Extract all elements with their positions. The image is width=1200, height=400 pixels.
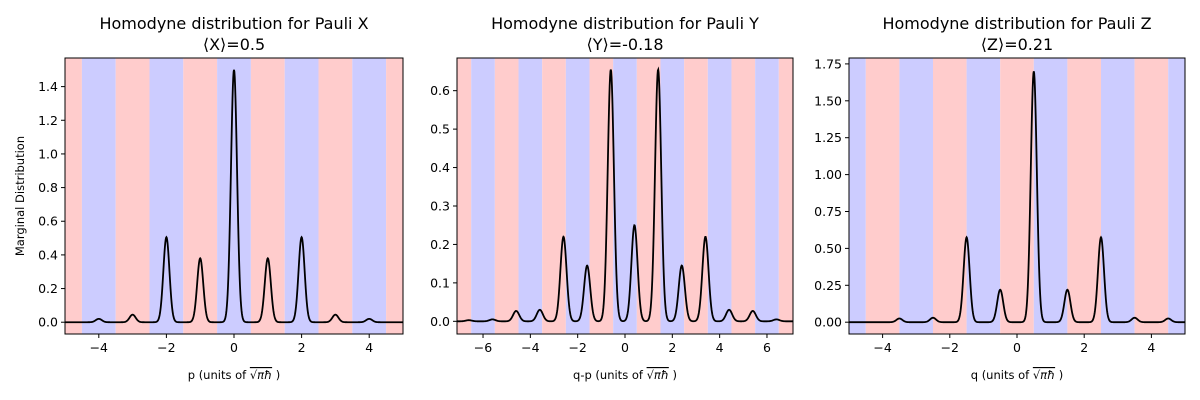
band-blue	[1101, 58, 1135, 334]
y-tick-label: 1.0	[38, 146, 58, 161]
chart-subtitle: ⟨Z⟩=0.21	[981, 35, 1053, 54]
x-axis-label: q (units of √πħ )	[971, 368, 1064, 382]
x-tick-label: −4	[90, 340, 108, 355]
band-blue	[1033, 58, 1068, 334]
band-red	[250, 58, 285, 334]
band-blue	[966, 58, 1001, 334]
plot-area	[849, 58, 1185, 334]
y-tick-label: 0.2	[430, 237, 450, 252]
band-red	[457, 58, 472, 334]
y-tick-label: 1.4	[38, 79, 58, 94]
y-tick-label: 1.2	[38, 113, 58, 128]
band-blue	[707, 58, 732, 334]
band-blue	[217, 58, 251, 334]
band-red	[183, 58, 218, 334]
plot-area	[457, 58, 793, 334]
y-tick-label: 0.2	[38, 281, 58, 296]
band-red	[386, 58, 403, 334]
band-blue	[352, 58, 387, 334]
band-red	[1067, 58, 1101, 334]
band-red	[1000, 58, 1034, 334]
subplot-pauli-y: −6 −4 −2 0 2 4 6 0.0 0.1 0.2 0.3 0.4 0.5 0.6 Homodyne …	[430, 14, 794, 382]
y-tick-label: 1.00	[814, 167, 842, 182]
y-tick-label: 0.3	[430, 198, 450, 213]
band-red	[542, 58, 566, 334]
band-red	[494, 58, 519, 334]
chart-title: Homodyne distribution for Pauli Y	[491, 14, 759, 33]
band-red	[731, 58, 756, 334]
y-tick-label: 0.6	[38, 214, 58, 229]
y-tick-label: 0.00	[814, 315, 842, 330]
x-tick-label: 4	[716, 340, 724, 355]
chart-subtitle: ⟨Y⟩=-0.18	[586, 35, 663, 54]
y-tick-label: 1.50	[814, 93, 842, 108]
y-tick-label: 0.4	[38, 247, 58, 262]
y-tick-label: 0.0	[38, 315, 58, 330]
y-tick-label: 0.4	[430, 160, 450, 175]
x-tick-label: −2	[941, 340, 959, 355]
distribution-curve	[457, 66, 793, 323]
x-tick-label: −2	[568, 340, 586, 355]
chart-subtitle: ⟨X⟩=0.5	[203, 35, 265, 54]
band-red	[65, 58, 82, 334]
y-tick-label: 0.6	[430, 83, 450, 98]
band-blue	[518, 58, 543, 334]
x-tick-label: 2	[298, 340, 306, 355]
y-tick-label: 1.75	[814, 56, 842, 71]
y-tick-label: 1.25	[814, 130, 842, 145]
band-red	[589, 58, 614, 334]
x-tick-label: 0	[621, 340, 629, 355]
subplot-pauli-x: −4 −2 0 2 4 0.0 0.2 0.4 0.6 0.8 1.0 1.2 1.4 Homodyne …	[13, 14, 404, 382]
x-axis-label: p (units of √πħ )	[188, 368, 281, 382]
y-tick-label: 0.1	[430, 275, 450, 290]
y-tick-label: 0.25	[814, 278, 842, 293]
x-axis-label: q-p (units of √πħ )	[573, 368, 677, 382]
band-red	[318, 58, 353, 334]
x-tick-label: 0	[230, 340, 238, 355]
plot-area	[65, 58, 403, 334]
band-red	[1134, 58, 1169, 334]
x-tick-label: 4	[1147, 340, 1155, 355]
band-red	[636, 58, 661, 334]
band-blue	[81, 58, 116, 334]
band-blue	[1168, 58, 1185, 334]
x-tick-label: −4	[873, 340, 891, 355]
x-tick-label: 0	[1013, 340, 1021, 355]
x-tick-label: −2	[157, 340, 175, 355]
y-tick-label: 0.8	[38, 180, 58, 195]
band-red	[684, 58, 708, 334]
band-blue	[849, 58, 866, 334]
y-tick-label: 0.75	[814, 204, 842, 219]
band-blue	[149, 58, 184, 334]
band-blue	[899, 58, 933, 334]
x-tick-label: 2	[668, 340, 676, 355]
band-red	[933, 58, 967, 334]
band-blue	[565, 58, 590, 334]
x-tick-label: −6	[474, 340, 492, 355]
band-blue	[284, 58, 319, 334]
band-blue	[755, 58, 779, 334]
x-tick-label: 6	[763, 340, 771, 355]
x-tick-label: 2	[1080, 340, 1088, 355]
band-red	[865, 58, 900, 334]
chart-title: Homodyne distribution for Pauli Z	[882, 14, 1151, 33]
band-blue	[471, 58, 495, 334]
y-tick-label: 0.5	[430, 122, 450, 137]
x-tick-label: −4	[521, 340, 539, 355]
band-blue	[660, 58, 685, 334]
distribution-curve	[65, 69, 403, 324]
y-axis-label: Marginal Distribution	[13, 136, 27, 256]
x-tick-label: 4	[365, 340, 373, 355]
y-tick-label: 0.0	[430, 314, 450, 329]
band-red	[778, 58, 793, 334]
band-red	[115, 58, 150, 334]
distribution-curve	[849, 71, 1185, 324]
subplot-pauli-z: −4 −2 0 2 4 0.00 0.25 0.50 0.75 1.00 1.25 1.50 1.75 H…	[814, 14, 1186, 382]
chart-title: Homodyne distribution for Pauli X	[99, 14, 368, 33]
y-tick-label: 0.50	[814, 241, 842, 256]
